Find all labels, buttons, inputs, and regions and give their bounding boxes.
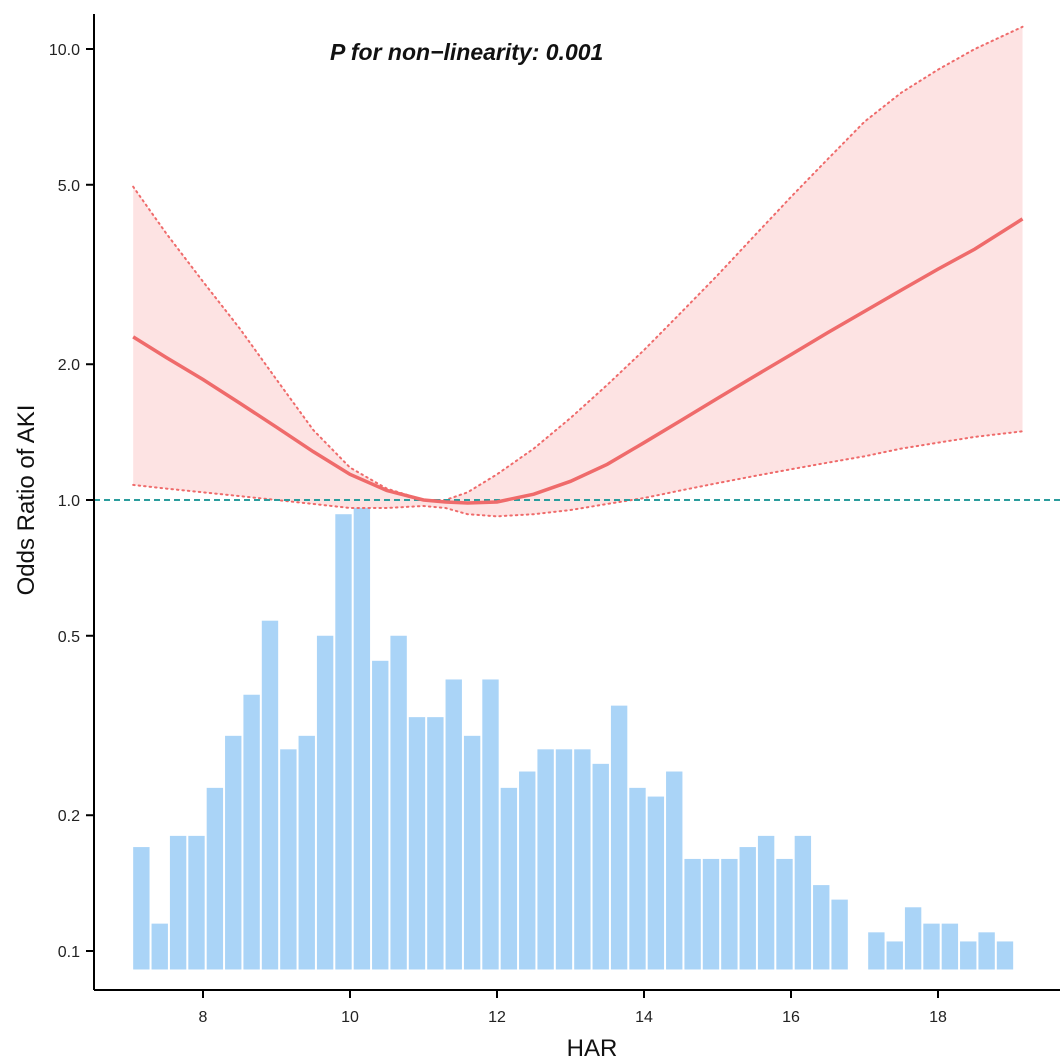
confidence-band <box>133 26 1023 517</box>
nonlinearity-annotation: P for non−linearity: 0.001 <box>330 39 603 65</box>
histogram-bar <box>776 858 793 970</box>
y-tick-label: 1.0 <box>58 493 80 510</box>
y-tick-label: 5.0 <box>58 178 80 195</box>
x-tick-label: 18 <box>929 1009 947 1026</box>
y-tick-label: 0.2 <box>58 808 80 825</box>
histogram-bar <box>372 660 389 970</box>
histogram-bar <box>519 771 536 970</box>
histogram-bar <box>537 749 554 970</box>
histogram-bar <box>684 858 701 970</box>
histogram-bar <box>335 514 352 970</box>
histogram-bar <box>243 694 260 970</box>
histogram-bar <box>739 847 756 970</box>
histogram-bar <box>813 885 830 970</box>
odds-ratio-curve <box>132 217 1024 505</box>
x-tick-label: 8 <box>199 1009 208 1026</box>
y-tick-label: 0.5 <box>58 629 80 646</box>
histogram-bar <box>225 735 242 970</box>
histogram-bar <box>169 835 187 970</box>
histogram-bar <box>996 941 1014 970</box>
x-tick-label: 12 <box>488 1009 506 1026</box>
x-tick-label: 14 <box>635 1009 653 1026</box>
axes <box>93 14 1060 991</box>
x-axis-title: HAR <box>567 1035 618 1062</box>
histogram-bar <box>188 835 205 970</box>
histogram-bar <box>298 735 315 970</box>
histogram-bar <box>666 771 683 970</box>
confidence-lower-line <box>132 430 1024 518</box>
histogram-bar <box>408 717 426 970</box>
histogram-bar <box>978 932 995 970</box>
x-ticks: 8 10 12 14 16 18 <box>199 990 947 1026</box>
histogram-bar <box>500 787 518 970</box>
histogram-bar <box>445 679 462 970</box>
x-tick-label: 16 <box>782 1009 800 1026</box>
histogram-bar <box>151 923 168 970</box>
histogram-layer <box>133 500 1014 970</box>
histogram-bar <box>353 500 371 970</box>
confidence-upper-line <box>132 25 1024 501</box>
histogram-bar <box>280 749 297 970</box>
y-tick-label: 0.1 <box>58 944 80 961</box>
histogram-bar <box>831 899 848 970</box>
histogram-bar <box>592 763 609 970</box>
histogram-bar <box>261 620 279 970</box>
histogram-bar <box>794 835 812 970</box>
histogram-bar <box>923 923 940 970</box>
histogram-bar <box>133 847 150 970</box>
histogram-bar <box>610 705 628 970</box>
y-axis-title: Odds Ratio of AKI <box>13 405 40 596</box>
histogram-bar <box>960 941 977 970</box>
histogram-bar <box>757 835 775 970</box>
histogram-bar <box>721 858 738 970</box>
histogram-bar <box>574 749 591 970</box>
histogram-bar <box>463 735 481 970</box>
y-ticks: 0.1 0.2 0.5 1.0 2.0 5.0 10.0 <box>49 42 94 961</box>
histogram-bar <box>390 635 407 970</box>
histogram-bar <box>647 796 665 970</box>
histogram-bar <box>904 907 922 970</box>
histogram-bar <box>629 787 646 970</box>
histogram-bar <box>206 787 224 970</box>
histogram-bar <box>886 941 903 970</box>
histogram-bar <box>482 679 499 970</box>
histogram-bar <box>427 717 444 970</box>
y-tick-label: 10.0 <box>49 42 80 59</box>
histogram-bar <box>702 858 720 970</box>
histogram-bar <box>941 923 959 970</box>
histogram-bar <box>316 635 334 970</box>
histogram-bar <box>868 932 885 970</box>
y-tick-label: 2.0 <box>58 357 80 374</box>
histogram-bar <box>555 749 573 970</box>
x-tick-label: 10 <box>341 1009 359 1026</box>
